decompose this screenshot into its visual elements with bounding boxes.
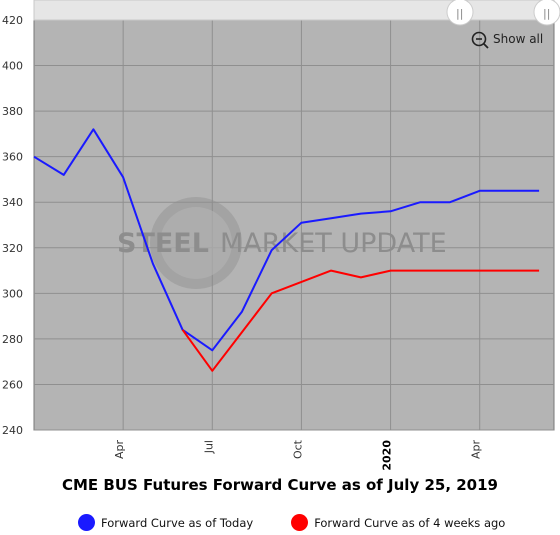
y-axis: 240 260 280 300 320 340 360 380 400 420 bbox=[2, 14, 23, 437]
x-tick-label: Apr bbox=[470, 440, 483, 460]
series-line-today bbox=[33, 128, 540, 352]
y-tick-label: 360 bbox=[2, 151, 23, 164]
watermark-logo: STEEL MARKET UPDATE bbox=[117, 197, 447, 289]
legend-dot-today bbox=[78, 514, 95, 531]
x-tick-label: Oct bbox=[291, 439, 304, 459]
legend-label-today: Forward Curve as of Today bbox=[101, 515, 254, 530]
y-tick-label: 400 bbox=[2, 60, 23, 73]
x-tick-label: 2020 bbox=[381, 440, 394, 470]
chart: STEEL MARKET UPDATE 240 260 280 300 320 340 36… bbox=[2, 0, 560, 470]
watermark-word-steel: STEEL bbox=[117, 228, 209, 259]
series-line-4-weeks-ago bbox=[181, 269, 540, 372]
y-tick-label: 300 bbox=[2, 287, 23, 300]
zoom-out-icon-handle bbox=[483, 43, 489, 49]
show-all-label: Show all bbox=[493, 32, 543, 46]
show-all-button[interactable]: Show all bbox=[471, 31, 544, 49]
watermark-word-market-update: MARKET UPDATE bbox=[220, 228, 447, 259]
legend: Forward Curve as of Today Forward Curve … bbox=[78, 514, 505, 531]
legend-item-4-weeks-ago[interactable]: Forward Curve as of 4 weeks ago bbox=[291, 514, 505, 531]
y-tick-label: 340 bbox=[2, 196, 23, 209]
plot-background bbox=[33, 19, 555, 431]
grid-lines bbox=[34, 19, 554, 431]
y-tick-label: 380 bbox=[2, 105, 23, 118]
y-tick-label: 420 bbox=[2, 14, 23, 27]
legend-dot-4-weeks-ago bbox=[291, 514, 309, 531]
y-tick-label: 320 bbox=[2, 242, 23, 255]
navigator-left-handle[interactable] bbox=[446, 0, 474, 26]
plot-area bbox=[33, 19, 555, 431]
legend-item-today[interactable]: Forward Curve as of Today bbox=[78, 514, 253, 531]
navigator-left-grip-icon: || bbox=[456, 7, 463, 20]
y-tick-label: 240 bbox=[2, 424, 23, 437]
series-lines bbox=[33, 128, 540, 372]
navigator-track[interactable] bbox=[33, 0, 555, 21]
chart-title: CME BUS Futures Forward Curve as of July… bbox=[62, 476, 498, 494]
x-axis: Apr Jul Oct 2020 Apr bbox=[113, 439, 483, 470]
zoom-out-icon bbox=[471, 31, 487, 47]
navigator-right-handle[interactable] bbox=[533, 0, 560, 26]
y-tick-label: 280 bbox=[2, 333, 23, 346]
x-tick-label: Jul bbox=[202, 440, 215, 454]
watermark-globe-inner bbox=[160, 207, 232, 279]
legend-label-4-weeks-ago: Forward Curve as of 4 weeks ago bbox=[314, 515, 506, 530]
x-tick-label: Apr bbox=[113, 440, 126, 460]
y-tick-label: 260 bbox=[2, 378, 23, 391]
navigator-right-grip-icon: || bbox=[543, 7, 550, 20]
